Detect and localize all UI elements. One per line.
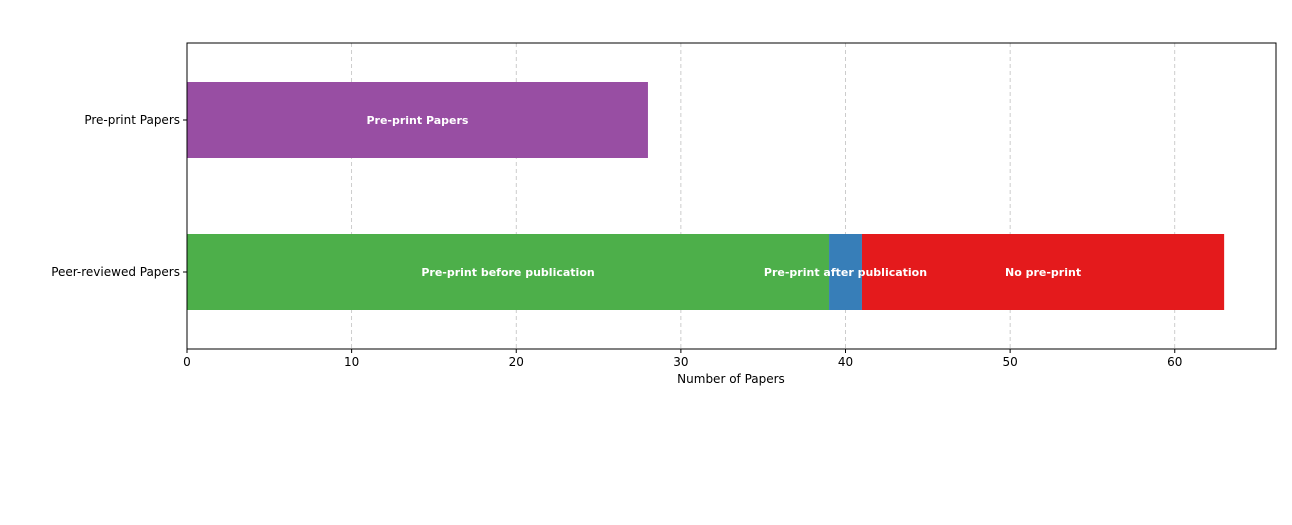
bar-segment — [829, 234, 862, 310]
y-axis-ticks: Peer-reviewed Papers Pre-print Papers — [51, 113, 187, 279]
bar-segment — [861, 234, 1225, 310]
x-tick-label: 20 — [509, 355, 524, 369]
bars — [187, 82, 1225, 310]
bar-segment — [187, 82, 648, 158]
bar-labels: Pre-print Papers Pre-print before publica… — [366, 114, 1081, 279]
x-tick-label: 60 — [1167, 355, 1182, 369]
x-axis-label: Number of Papers — [677, 372, 785, 386]
x-tick-label: 50 — [1002, 355, 1017, 369]
y-tick-label: Peer-reviewed Papers — [51, 265, 180, 279]
y-tick-label: Pre-print Papers — [84, 113, 180, 127]
x-axis-ticks: 0 10 20 30 40 50 60 — [183, 349, 1182, 369]
bar-segment-label: Pre-print after publication — [764, 266, 927, 279]
bar-segment-label: Pre-print Papers — [366, 114, 468, 127]
bar-segment-label: Pre-print before publication — [421, 266, 594, 279]
x-tick-label: 0 — [183, 355, 191, 369]
x-tick-label: 30 — [673, 355, 688, 369]
plot-frame — [186, 42, 1277, 350]
x-tick-label: 10 — [344, 355, 359, 369]
bar-segment-label: No pre-print — [1005, 266, 1081, 279]
x-tick-label: 40 — [838, 355, 853, 369]
bar-segment — [187, 234, 830, 310]
